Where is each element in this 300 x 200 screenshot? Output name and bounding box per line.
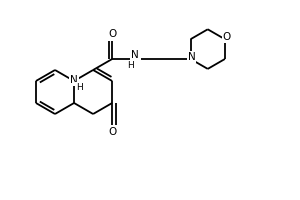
Text: O: O <box>108 127 116 137</box>
Text: O: O <box>223 32 231 42</box>
Text: N: N <box>70 75 78 85</box>
Text: N: N <box>131 50 139 60</box>
Text: H: H <box>76 82 82 92</box>
Text: H: H <box>127 60 134 70</box>
Text: N: N <box>188 52 196 62</box>
Text: O: O <box>108 29 116 39</box>
